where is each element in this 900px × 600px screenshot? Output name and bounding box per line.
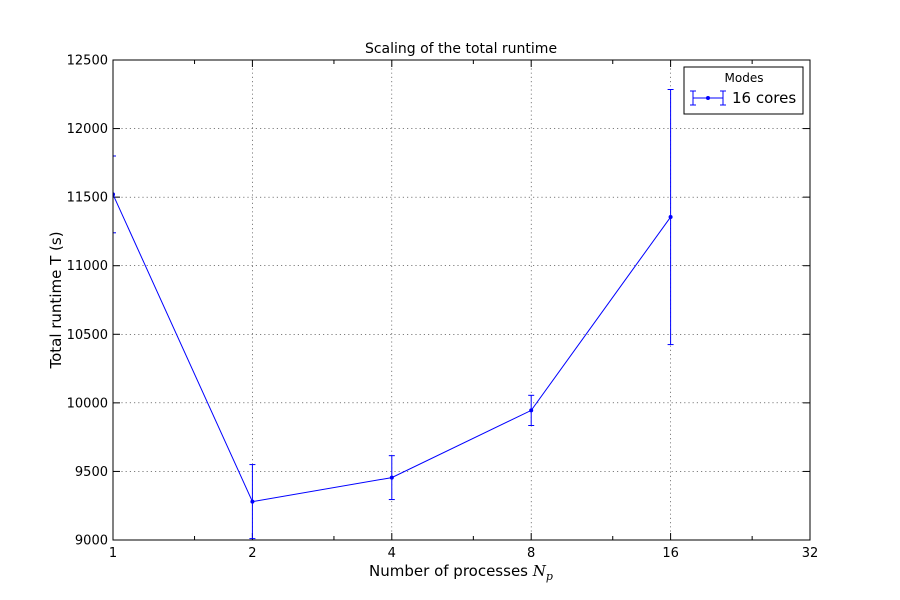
data-point (529, 408, 534, 413)
y-axis-label: Total runtime T (s) (47, 231, 65, 369)
x-axis-label: Number of processes Np (369, 562, 553, 583)
y-tick-label: 10000 (67, 396, 108, 411)
axis-ticks (112, 59, 811, 541)
legend-title: Modes (725, 71, 764, 85)
tick-labels: 1 2 4 8 16 32 9000 9500 10000 10500 11000 11500 1200… (67, 54, 819, 562)
legend-handle-16-cores (690, 90, 726, 106)
grid (112, 59, 811, 541)
data-point (668, 215, 673, 220)
legend: Modes 16 cores (683, 66, 804, 115)
x-tick-label: 2 (248, 546, 256, 561)
chart-title: Scaling of the total runtime (365, 41, 557, 57)
plot-frame (112, 59, 811, 541)
legend-handle-marker (706, 96, 710, 100)
x-axis-label-text: Number of processes (369, 562, 528, 580)
x-axis-label-subscript: p (546, 570, 553, 583)
y-tick-label: 11000 (67, 259, 108, 274)
y-tick-label: 12500 (67, 54, 108, 69)
y-tick-label: 11500 (67, 191, 108, 206)
x-tick-label: 4 (388, 546, 396, 561)
y-tick-label: 9000 (75, 534, 108, 549)
legend-entry-label: 16 cores (732, 89, 796, 107)
y-tick-label: 9500 (75, 465, 108, 480)
x-tick-label: 1 (109, 546, 117, 561)
x-axis-label-symbol: N (532, 562, 547, 580)
legend-box (683, 66, 804, 115)
data-point (250, 499, 255, 504)
x-tick-label: 32 (802, 546, 819, 561)
data-point (389, 475, 394, 480)
x-tick-label: 16 (662, 546, 679, 561)
y-tick-label: 10500 (67, 328, 108, 343)
x-tick-label: 8 (527, 546, 535, 561)
y-tick-label: 12000 (67, 122, 108, 137)
